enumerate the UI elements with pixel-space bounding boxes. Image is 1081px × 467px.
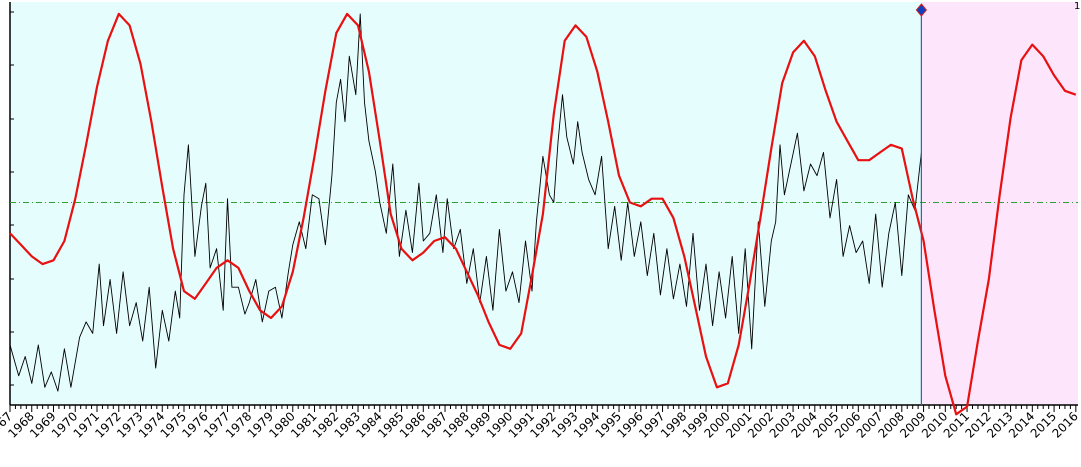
axes [9, 2, 1078, 412]
divider-handle-marker[interactable] [915, 3, 928, 17]
region-0 [10, 2, 922, 405]
tick-label-group: 1967196819691970197119721973197419751976… [0, 409, 1081, 440]
series-group [9, 12, 1077, 416]
series-line-2 [9, 12, 1077, 416]
x-tick-label: 2016 [1049, 409, 1080, 440]
background-regions [10, 2, 1078, 405]
series-line-1 [9, 13, 922, 392]
region-1 [921, 2, 1078, 405]
corner-marker-text: 1 [1074, 1, 1080, 12]
forecast-divider-group[interactable] [915, 3, 928, 405]
